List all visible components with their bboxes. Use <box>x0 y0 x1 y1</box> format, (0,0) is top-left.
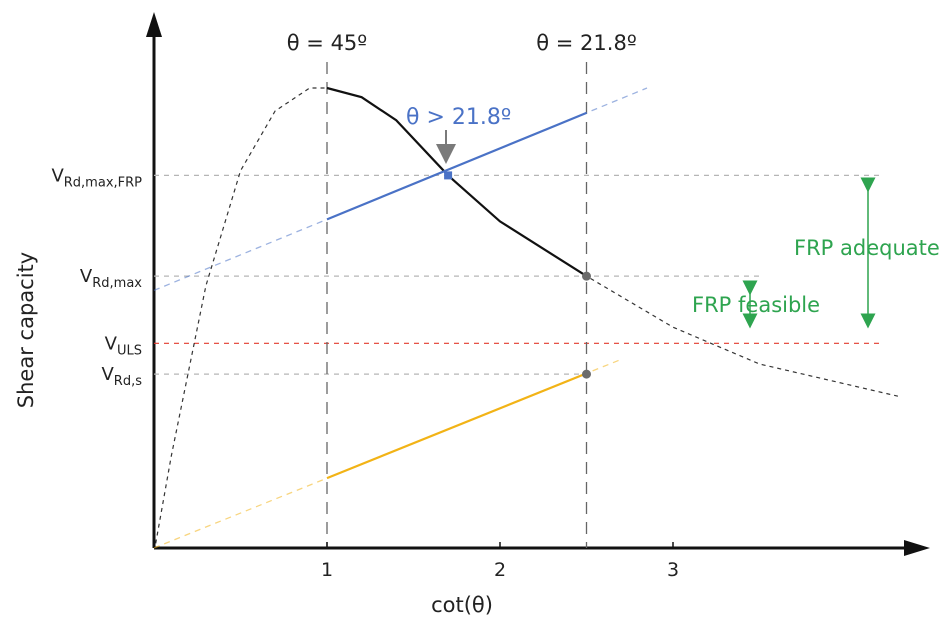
frp-feasible-annotation: FRP feasible <box>692 293 820 317</box>
theta-label-1: θ = 21.8º <box>536 31 636 55</box>
level-label-frp: VRd,max,FRP <box>51 165 142 190</box>
range-arrows <box>742 177 876 329</box>
x-tick-label-1: 1 <box>321 559 333 581</box>
marker-points <box>444 171 591 379</box>
level-label-uls: VULS <box>105 333 142 358</box>
frp-adequate-annotation: FRP adequate <box>794 236 940 260</box>
series-solid-v_rd_max_frp_line <box>326 111 587 221</box>
theta-label-0: θ = 45º <box>287 31 367 55</box>
series-solid-v_rd_s_line <box>326 372 587 480</box>
y-axis-arrow-icon <box>146 12 162 37</box>
marker-point-2 <box>582 369 591 379</box>
marker-point-1 <box>582 271 591 281</box>
theta-gt-annotation: θ > 21.8º <box>406 105 511 130</box>
label-layer: θ = 45º θ = 21.8º 1 2 3 VRd,max,FRP VRd,max VUL… <box>51 31 679 581</box>
series-solid-v_rd_max_curve <box>326 86 588 278</box>
x-axis-label: cot(θ) <box>431 593 493 617</box>
x-tick-label-3: 3 <box>667 559 679 581</box>
annotations: θ > 21.8º FRP feasible FRP adequate <box>406 105 940 317</box>
x-axis-arrow-icon <box>904 540 930 556</box>
level-label-rds: VRd,s <box>101 364 142 389</box>
x-tick-label-2: 2 <box>494 559 506 581</box>
level-label-rdmax: VRd,max <box>80 266 142 291</box>
intersection-point-0 <box>444 171 453 180</box>
guide-lines <box>154 62 880 548</box>
series-layer <box>153 86 899 549</box>
y-axis-label: Shear capacity <box>14 252 38 408</box>
